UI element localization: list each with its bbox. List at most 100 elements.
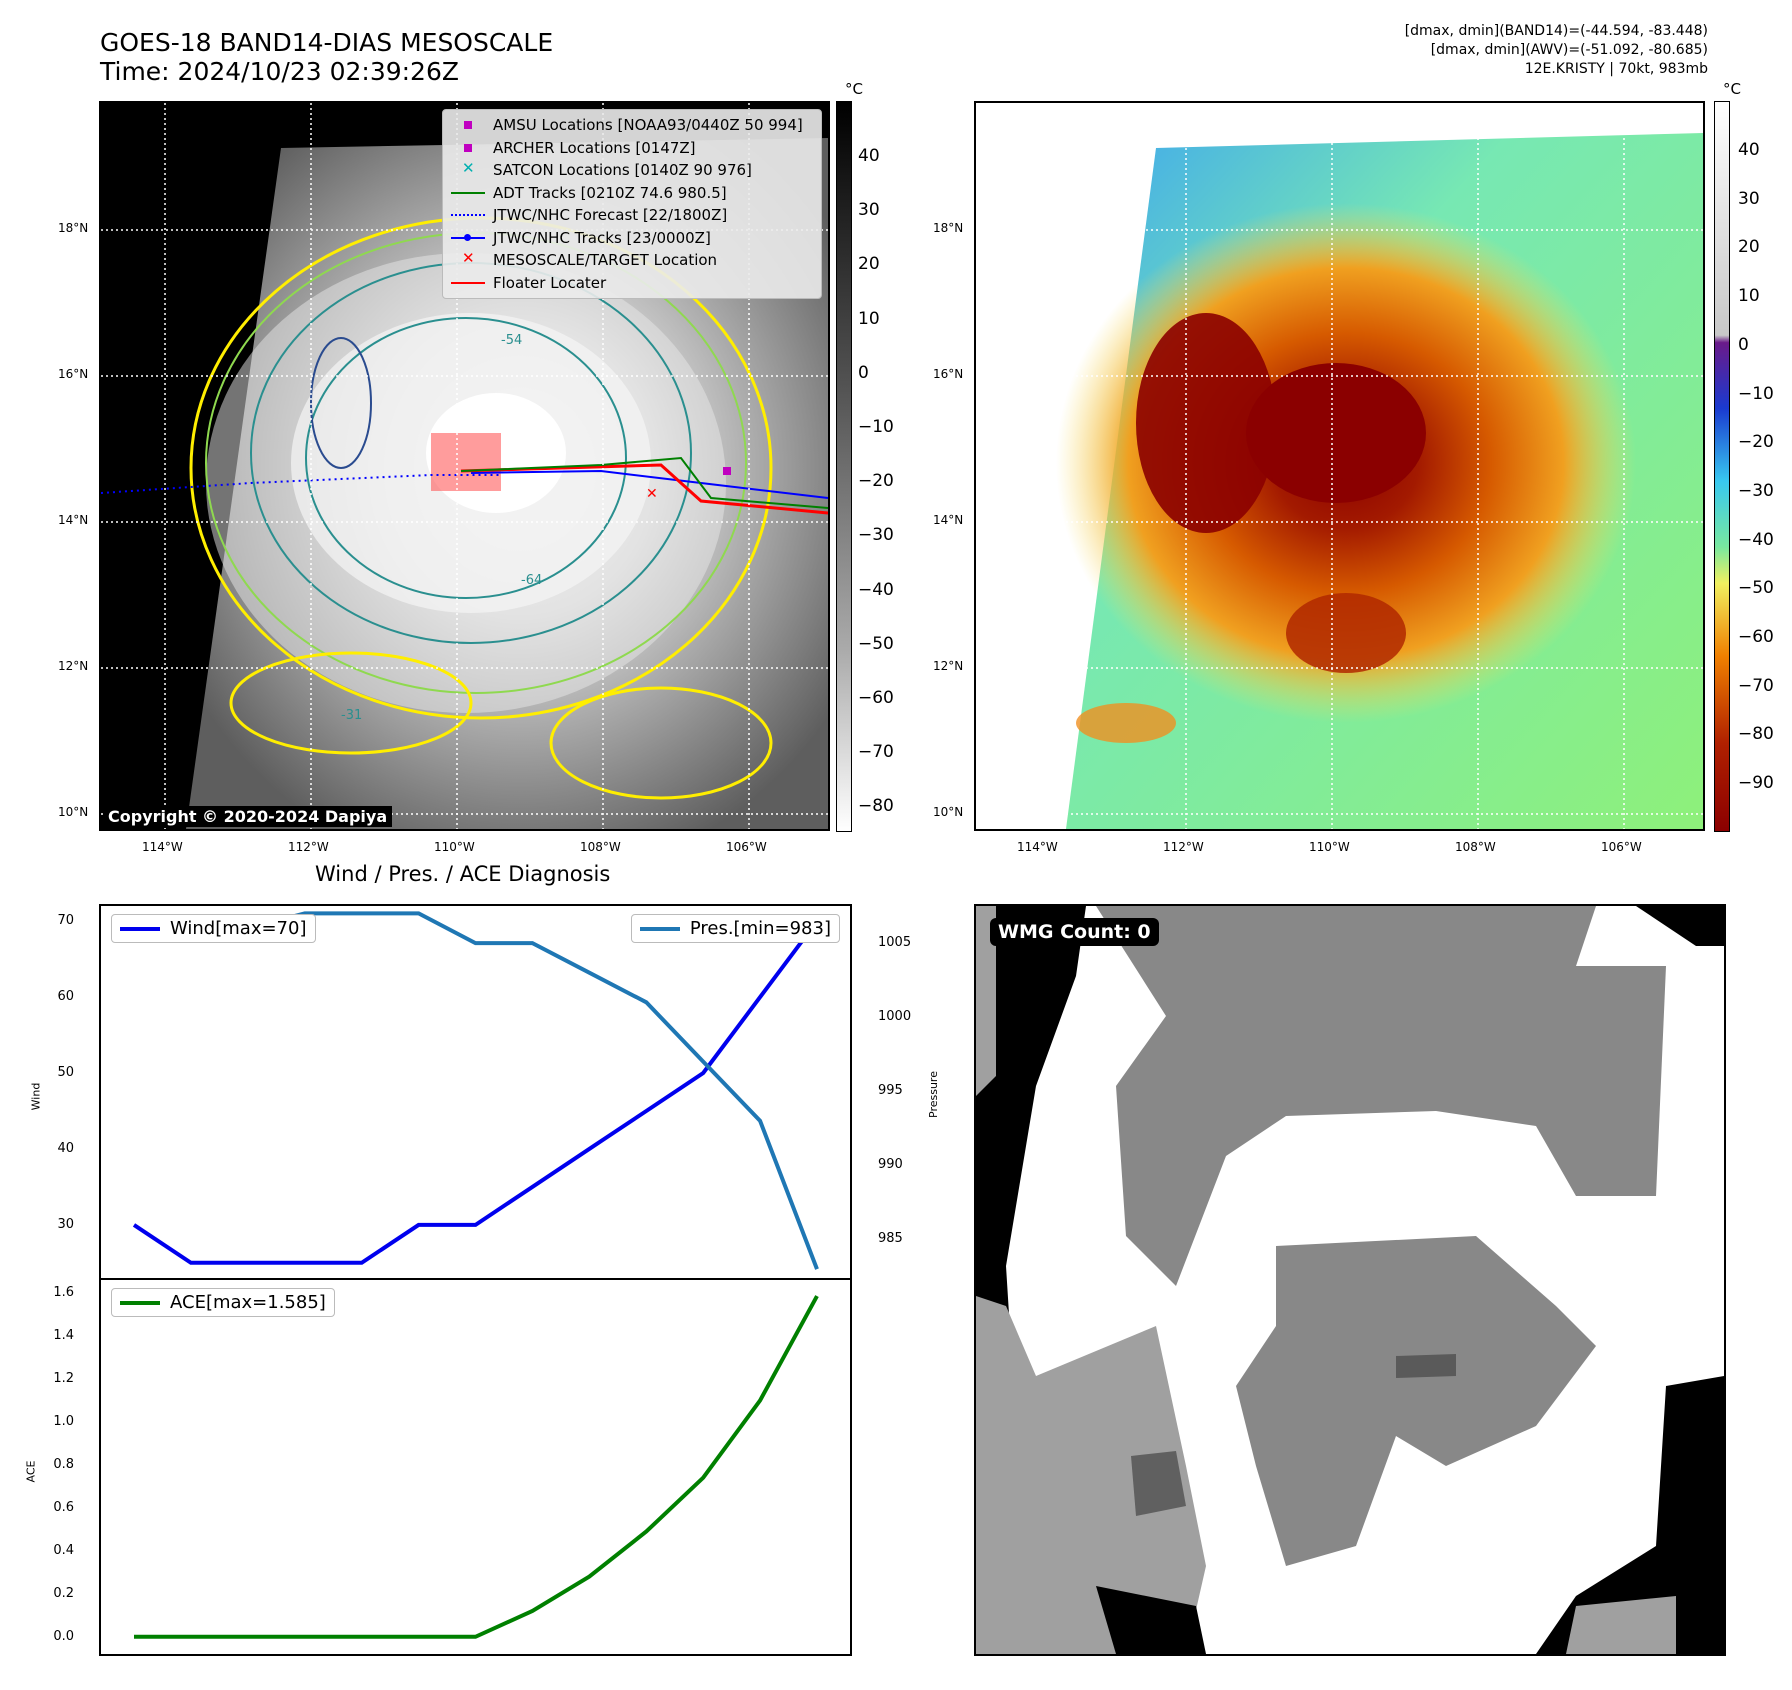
wmg-image — [976, 906, 1724, 1654]
colorbar-tick: −30 — [858, 525, 894, 546]
lon-tick: 112°W — [1163, 840, 1204, 854]
axis-tick: 1.4 — [53, 1327, 74, 1343]
colorbar-tick: −40 — [1738, 529, 1774, 550]
diagnosis-title: Wind / Pres. / ACE Diagnosis — [315, 862, 611, 886]
wind-pres-plot — [132, 911, 819, 1270]
colorbar-tick: 20 — [858, 254, 880, 275]
legend-item: JTWC/NHC Tracks [23/0000Z] — [451, 227, 813, 250]
colorbar-tick: 20 — [1738, 237, 1760, 258]
colorbar-tick: 30 — [858, 200, 880, 221]
pressure-line — [134, 911, 819, 1270]
legend-symbol — [451, 186, 485, 200]
colorbar-tick: 10 — [858, 308, 880, 329]
colorbar-tick: 0 — [1738, 334, 1749, 355]
legend-symbol: ✕ — [462, 249, 475, 268]
legend-item: JTWC/NHC Forecast [22/1800Z] — [451, 204, 813, 227]
colorbar-tick: 40 — [858, 146, 880, 166]
wind-legend-label: Wind[max=70] — [170, 918, 307, 939]
colorbar-tick: −70 — [1738, 675, 1774, 696]
axis-tick: 990 — [878, 1157, 903, 1173]
ir-colorbar — [836, 101, 852, 832]
legend-symbol — [451, 141, 485, 155]
lon-tick: 110°W — [1309, 840, 1350, 854]
lat-tick: 10°N — [933, 805, 964, 819]
stats-block: [dmax, dmin](BAND14)=(-44.594, -83.448) … — [1405, 22, 1708, 79]
wind-axis-label: Wind — [29, 1082, 43, 1111]
legend-symbol: ✕ — [462, 159, 475, 178]
colorbar-tick: −50 — [1738, 578, 1774, 599]
colorbar-tick: −80 — [1738, 724, 1774, 745]
axis-tick: 40 — [57, 1140, 74, 1156]
pres-legend-swatch — [639, 926, 680, 931]
ir-map-panel: ✕ -54 -64 -31 AMSU Locations [NOAA93/044… — [99, 101, 830, 831]
axis-tick: 985 — [878, 1231, 903, 1247]
stats-awv: [dmax, dmin](AWV)=(-51.092, -80.685) — [1430, 42, 1708, 58]
lon-tick: 114°W — [142, 840, 183, 854]
ace-line — [134, 1295, 819, 1639]
legend-item: ADT Tracks [0210Z 74.6 980.5] — [451, 182, 813, 205]
legend-label: Floater Locater — [493, 273, 607, 292]
chart-time: Time: 2024/10/23 02:39:26Z — [100, 57, 459, 86]
legend-item: ✕ MESOSCALE/TARGET Location — [451, 249, 813, 272]
axis-tick: 1.6 — [53, 1284, 74, 1300]
colorbar-tick: −90 — [1738, 773, 1774, 794]
lon-tick: 114°W — [1017, 840, 1058, 854]
lat-tick: 14°N — [58, 513, 89, 527]
legend-symbol — [451, 118, 485, 132]
contour-label: -64 — [521, 573, 543, 588]
wind-pres-panel: Wind[max=70] Pres.[min=983] — [99, 904, 852, 1280]
axis-tick: 60 — [57, 989, 74, 1005]
axis-tick: 1005 — [878, 935, 912, 951]
legend-label: ARCHER Locations [0147Z] — [493, 138, 696, 157]
colorbar-tick: −80 — [858, 796, 894, 817]
wmg-panel: WMG Count: 0 — [974, 904, 1726, 1656]
ace-plot — [134, 1295, 819, 1639]
axis-tick: 70 — [57, 913, 74, 929]
axis-tick: 1000 — [878, 1009, 912, 1025]
axis-tick: 0.2 — [53, 1585, 74, 1601]
ace-legend: ACE[max=1.585] — [111, 1288, 335, 1317]
stats-storm: 12E.KRISTY | 70kt, 983mb — [1524, 61, 1708, 77]
map-legend: AMSU Locations [NOAA93/0440Z 50 994] ARCH… — [442, 109, 822, 299]
lon-tick: 112°W — [288, 840, 329, 854]
pres-axis-label: Pressure — [926, 1071, 940, 1118]
wmg-count-label: WMG Count: 0 — [990, 918, 1159, 946]
legend-symbol — [451, 231, 485, 245]
colorbar-unit: °C — [845, 80, 863, 98]
lat-tick: 12°N — [933, 659, 964, 673]
legend-item: Floater Locater — [451, 272, 813, 295]
colorbar-unit: °C — [1723, 80, 1741, 98]
lat-tick: 18°N — [933, 221, 964, 235]
lon-tick: 108°W — [1455, 840, 1496, 854]
axis-tick: 1.2 — [53, 1370, 74, 1386]
wind-legend: Wind[max=70] — [111, 914, 316, 943]
colorbar-tick: −60 — [1738, 627, 1774, 647]
legend-symbol — [451, 208, 485, 222]
wind-legend-swatch — [120, 926, 160, 931]
ace-panel: ACE[max=1.585] — [99, 1278, 852, 1656]
axis-tick: 995 — [878, 1083, 903, 1099]
chart-title: GOES-18 BAND14-DIAS MESOSCALE — [100, 28, 554, 57]
contour-label: -31 — [341, 708, 363, 723]
lat-tick: 12°N — [58, 659, 89, 673]
colorbar-tick: −40 — [858, 579, 894, 600]
stats-band14: [dmax, dmin](BAND14)=(-44.594, -83.448) — [1404, 23, 1708, 39]
colorbar-tick: −60 — [858, 688, 894, 708]
lon-tick: 106°W — [726, 840, 767, 854]
colorbar-tick: −10 — [858, 417, 894, 437]
lat-tick: 18°N — [58, 221, 89, 235]
legend-item: ARCHER Locations [0147Z] — [451, 137, 813, 160]
lon-tick: 106°W — [1601, 840, 1642, 854]
legend-label: ADT Tracks [0210Z 74.6 980.5] — [493, 183, 727, 202]
wind-line — [132, 920, 819, 1265]
legend-label: SATCON Locations [0140Z 90 976] — [493, 161, 752, 180]
legend-label: JTWC/NHC Forecast [22/1800Z] — [493, 206, 728, 225]
colorbar-tick: −20 — [858, 471, 894, 492]
colorbar-tick: −30 — [1738, 480, 1774, 501]
colorbar-tick: −10 — [1738, 383, 1774, 404]
lon-tick: 110°W — [434, 840, 475, 854]
colorbar-tick: 10 — [1738, 286, 1760, 307]
axis-tick: 0.8 — [53, 1456, 74, 1472]
lat-tick: 16°N — [58, 367, 89, 381]
ace-axis-label: ACE — [24, 1460, 38, 1483]
